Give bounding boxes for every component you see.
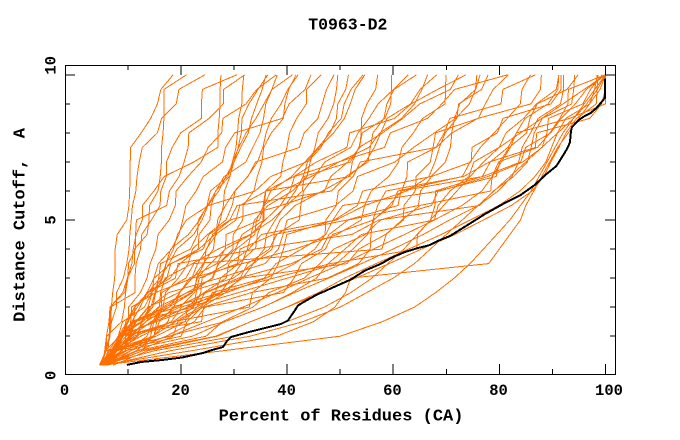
svg-text:10: 10 bbox=[43, 56, 61, 75]
svg-text:40: 40 bbox=[277, 382, 296, 400]
svg-text:5: 5 bbox=[43, 215, 61, 224]
svg-text:T0963-D2: T0963-D2 bbox=[308, 16, 387, 35]
svg-text:100: 100 bbox=[595, 382, 623, 400]
svg-text:0: 0 bbox=[43, 371, 61, 380]
svg-text:80: 80 bbox=[489, 382, 508, 400]
svg-text:Distance Cutoff, A: Distance Cutoff, A bbox=[12, 127, 31, 322]
svg-text:60: 60 bbox=[383, 382, 402, 400]
svg-text:20: 20 bbox=[171, 382, 190, 400]
svg-text:Percent of Residues (CA): Percent of Residues (CA) bbox=[219, 408, 464, 427]
svg-text:0: 0 bbox=[60, 382, 69, 400]
